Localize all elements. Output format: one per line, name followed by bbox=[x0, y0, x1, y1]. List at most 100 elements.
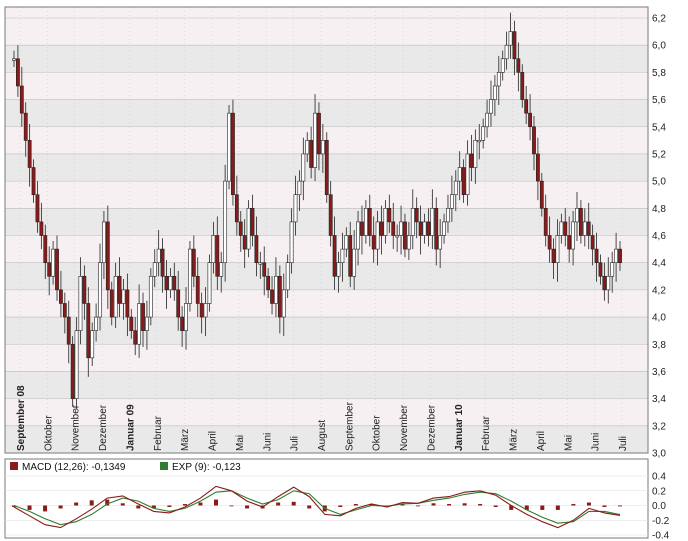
candle-body bbox=[453, 180, 458, 196]
candle-body bbox=[281, 289, 286, 318]
candle-body bbox=[141, 303, 145, 331]
candle-body bbox=[238, 221, 243, 236]
candle-body bbox=[16, 58, 20, 87]
candle-body bbox=[586, 221, 591, 236]
candle-body bbox=[336, 262, 341, 277]
macd-line bbox=[13, 485, 621, 529]
candle-body bbox=[582, 221, 587, 236]
month-label: Juni bbox=[591, 433, 602, 451]
candle-body bbox=[59, 289, 63, 304]
candle-body bbox=[191, 248, 196, 277]
candle-body bbox=[571, 221, 575, 250]
macd-histogram-bar bbox=[431, 503, 436, 506]
candle-body bbox=[543, 208, 548, 236]
candle-body bbox=[39, 221, 44, 236]
candle-body bbox=[82, 275, 87, 304]
candle-body bbox=[277, 275, 282, 318]
macd-histogram-bar bbox=[447, 504, 452, 506]
price-tick-label: 3,4 bbox=[652, 394, 666, 405]
macd-histogram-bar bbox=[400, 504, 405, 506]
candle-body bbox=[234, 194, 239, 223]
candle-body bbox=[375, 221, 380, 250]
price-band bbox=[5, 99, 648, 127]
candle-body bbox=[528, 112, 532, 128]
candle-body bbox=[606, 275, 611, 291]
candle-body bbox=[23, 112, 28, 141]
candle-body bbox=[199, 303, 204, 318]
candle-body bbox=[461, 167, 466, 196]
candle-body bbox=[465, 153, 470, 196]
month-label: Oktober bbox=[43, 415, 54, 451]
legend-swatch bbox=[10, 462, 18, 470]
legend-swatch bbox=[160, 462, 168, 470]
month-label: April bbox=[536, 431, 547, 451]
candle-body bbox=[35, 194, 40, 223]
macd-tick-label: -0.2 bbox=[652, 516, 670, 527]
candle-body bbox=[105, 221, 110, 291]
candle-body bbox=[598, 262, 603, 277]
macd-histogram-bar bbox=[167, 505, 172, 507]
candle-body bbox=[485, 112, 489, 128]
candle-body bbox=[102, 221, 106, 263]
candle-body bbox=[309, 140, 314, 168]
macd-histogram-bar bbox=[182, 504, 187, 506]
macd-histogram-bar bbox=[618, 505, 622, 507]
price-tick-label: 4,6 bbox=[652, 231, 666, 242]
candle-body bbox=[391, 221, 396, 236]
candle-body bbox=[289, 221, 294, 263]
price-band bbox=[5, 262, 648, 290]
month-label: Dezember bbox=[98, 404, 109, 451]
candle-body bbox=[285, 262, 290, 291]
price-tick-label: 4,8 bbox=[652, 204, 666, 215]
candle-body bbox=[340, 248, 345, 263]
candle-body bbox=[27, 140, 32, 168]
candle-body bbox=[274, 275, 278, 304]
candle-body bbox=[446, 208, 450, 223]
month-label: Juli bbox=[290, 436, 301, 451]
macd-histogram-bar bbox=[151, 505, 156, 509]
macd-histogram-bar bbox=[291, 501, 296, 506]
candle-body bbox=[121, 289, 126, 304]
candle-body bbox=[575, 208, 579, 223]
candle-body bbox=[457, 167, 462, 182]
candle-body bbox=[305, 140, 310, 155]
month-label: Mai bbox=[563, 435, 574, 451]
candle-body bbox=[539, 180, 544, 209]
candle-body bbox=[160, 248, 165, 277]
candle-body bbox=[66, 316, 71, 345]
candle-body bbox=[500, 58, 505, 73]
candle-body bbox=[31, 167, 36, 196]
candle-body bbox=[313, 112, 317, 168]
candle-body bbox=[469, 153, 474, 168]
candle-body bbox=[387, 208, 392, 223]
macd-histogram-bar bbox=[338, 505, 343, 507]
candle-body bbox=[614, 248, 618, 263]
macd-histogram-bar bbox=[586, 502, 591, 506]
macd-histogram-bar bbox=[105, 499, 110, 506]
candle-body bbox=[328, 194, 333, 236]
month-label: Juli bbox=[618, 436, 629, 451]
candle-body bbox=[547, 235, 552, 250]
candle-body bbox=[74, 330, 79, 399]
candle-body bbox=[148, 275, 153, 318]
month-label: August bbox=[317, 420, 328, 451]
candle-body bbox=[555, 235, 560, 263]
candle-body bbox=[152, 262, 157, 277]
candle-body bbox=[489, 99, 493, 114]
candle-body bbox=[43, 235, 48, 263]
month-label: September bbox=[344, 401, 355, 451]
candle-body bbox=[270, 289, 274, 304]
candle-body bbox=[520, 72, 525, 100]
candle-body bbox=[434, 208, 439, 250]
candle-body bbox=[594, 248, 599, 263]
candle-body bbox=[90, 330, 95, 359]
price-band bbox=[5, 45, 648, 73]
candle-body bbox=[62, 303, 67, 318]
candle-body bbox=[98, 262, 102, 318]
candle-body bbox=[203, 303, 208, 318]
price-band bbox=[5, 18, 648, 46]
candle-body bbox=[535, 153, 540, 182]
legend-label: MACD (12,26): -0,1349 bbox=[22, 462, 126, 473]
candle-body bbox=[320, 140, 325, 155]
